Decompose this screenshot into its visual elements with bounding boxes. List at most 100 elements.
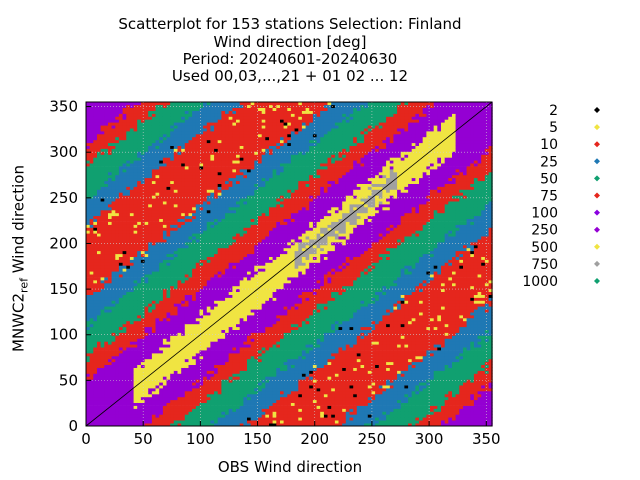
density-cell — [86, 247, 91, 252]
density-cell — [243, 420, 248, 424]
density-cell — [129, 227, 134, 231]
density-cell — [108, 195, 113, 199]
density-cell — [129, 350, 134, 354]
density-cell — [104, 233, 109, 237]
density-cell — [221, 414, 226, 418]
density-cell — [162, 399, 167, 403]
density-cell — [221, 274, 226, 278]
density-cell — [203, 125, 208, 129]
density-cell — [181, 201, 186, 205]
density-cell — [100, 265, 105, 269]
density-cell — [247, 335, 252, 339]
density-cell — [108, 154, 113, 158]
density-cell — [100, 212, 105, 217]
density-cell — [89, 236, 94, 240]
density-cell — [173, 282, 178, 287]
density-cell — [86, 160, 91, 164]
density-cell — [93, 391, 98, 395]
density-cell — [108, 207, 113, 211]
density-cell — [162, 221, 167, 225]
density-cell — [118, 110, 123, 114]
density-cell — [247, 414, 252, 418]
density-cell — [97, 382, 102, 386]
density-cell — [173, 104, 178, 108]
density-cell — [177, 154, 182, 158]
density-cell — [115, 256, 120, 260]
density-cell — [89, 399, 94, 403]
density-cell — [210, 101, 215, 106]
density-cell — [239, 207, 244, 211]
density-cell — [188, 294, 193, 298]
density-cell — [173, 186, 178, 190]
density-cell — [86, 420, 91, 424]
density-cell — [151, 405, 156, 409]
density-cell — [129, 154, 134, 158]
density-cell — [239, 408, 244, 412]
density-cell — [247, 300, 252, 304]
density-cell — [236, 300, 241, 304]
density-cell — [217, 309, 222, 313]
density-cell — [214, 242, 219, 246]
density-cell — [93, 280, 98, 284]
density-cell — [239, 256, 244, 260]
density-cell — [181, 353, 186, 357]
density-cell — [210, 244, 215, 249]
density-cell — [97, 247, 102, 252]
density-cell — [236, 317, 241, 322]
density-cell — [115, 361, 120, 365]
density-cell — [151, 315, 156, 319]
density-cell — [210, 417, 215, 421]
density-cell — [162, 148, 167, 152]
density-cell — [86, 207, 91, 211]
density-cell — [159, 125, 164, 129]
density-cell — [173, 367, 178, 371]
density-cell — [144, 227, 149, 231]
density-cell — [232, 402, 237, 406]
density-cell — [115, 221, 120, 225]
density-cell — [108, 250, 113, 255]
density-cell — [184, 227, 189, 231]
density-cell — [181, 239, 186, 243]
density-cell — [137, 391, 142, 395]
density-cell — [159, 370, 164, 374]
density-cell — [144, 323, 149, 328]
density-cell — [100, 227, 105, 231]
density-cell — [89, 329, 94, 333]
density-cell — [100, 145, 105, 149]
density-cell — [221, 265, 226, 269]
density-cell — [166, 274, 171, 278]
density-cell — [181, 192, 186, 196]
density-cell — [93, 344, 98, 348]
density-cell — [188, 160, 193, 164]
density-cell — [162, 317, 167, 322]
density-cell — [115, 274, 120, 278]
density-cell — [104, 192, 109, 196]
density-cell — [221, 154, 226, 158]
density-cell — [108, 122, 113, 126]
density-cell — [228, 294, 233, 298]
density-cell — [133, 171, 138, 176]
density-cell — [89, 139, 94, 144]
density-cell — [199, 198, 204, 202]
density-cell — [188, 186, 193, 190]
density-cell — [155, 391, 160, 395]
density-cell — [126, 154, 131, 158]
density-cell — [214, 379, 219, 383]
density-cell — [133, 201, 138, 205]
density-cell — [203, 151, 208, 155]
density-cell — [170, 221, 175, 225]
density-cell — [148, 174, 153, 179]
density-cell — [151, 335, 156, 339]
density-cell — [173, 294, 178, 298]
density-cell — [210, 347, 215, 351]
density-cell — [93, 335, 98, 339]
density-cell — [126, 139, 131, 144]
density-cell — [243, 157, 248, 161]
density-cell — [155, 329, 160, 333]
density-cell — [93, 423, 98, 427]
density-cell — [173, 221, 178, 225]
density-cell — [239, 274, 244, 278]
density-cell — [247, 122, 252, 126]
density-cell — [192, 262, 197, 266]
density-cell — [232, 268, 237, 272]
